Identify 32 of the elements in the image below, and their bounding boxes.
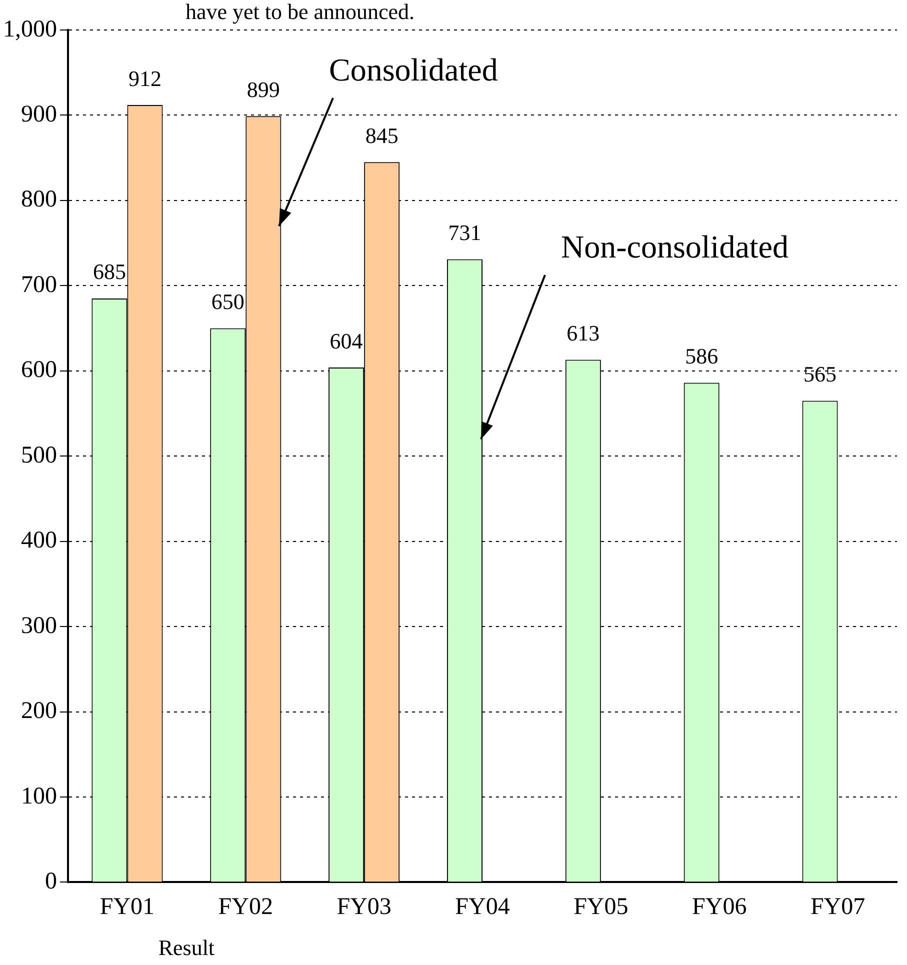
data-label: 845 bbox=[365, 122, 398, 148]
y-tick-label: 500 bbox=[21, 442, 57, 468]
y-tick-label: 800 bbox=[21, 186, 57, 213]
x-tick-label: FY07 bbox=[810, 894, 866, 920]
series-label: Consolidated bbox=[328, 51, 498, 88]
text: Non-consolidated bbox=[560, 228, 788, 264]
data-label: 613 bbox=[566, 320, 600, 346]
data-label: 685 bbox=[92, 259, 126, 284]
data-label: 604 bbox=[330, 328, 363, 354]
x-tick-label: FY06 bbox=[692, 894, 747, 920]
data-label: 565 bbox=[804, 361, 837, 386]
x-tick-label: FY01 bbox=[100, 894, 155, 920]
text: Result bbox=[158, 934, 215, 960]
data-label: 912 bbox=[128, 66, 162, 91]
data-label: 899 bbox=[246, 76, 280, 102]
data-label: 586 bbox=[685, 344, 718, 369]
y-tick-label: 600 bbox=[21, 357, 57, 384]
y-tick-label: 200 bbox=[21, 698, 57, 724]
y-tick-label: 400 bbox=[21, 528, 57, 554]
text: have yet to be announced. bbox=[185, 0, 415, 24]
data-label: 650 bbox=[211, 289, 244, 314]
y-tick-label: 900 bbox=[21, 102, 57, 128]
x-tick-label: FY05 bbox=[574, 894, 628, 920]
y-tick-label: 0 bbox=[45, 868, 57, 894]
data-label: 731 bbox=[448, 220, 482, 246]
x-tick-label: FY04 bbox=[455, 894, 510, 920]
y-tick-label: 100 bbox=[21, 783, 57, 810]
x-tick-label: FY03 bbox=[336, 894, 392, 920]
x-tick-label: FY02 bbox=[218, 894, 273, 920]
y-tick-label: 300 bbox=[21, 612, 57, 639]
y-tick-label: 700 bbox=[21, 272, 57, 298]
y-tick-label: 1,000 bbox=[3, 16, 57, 42]
